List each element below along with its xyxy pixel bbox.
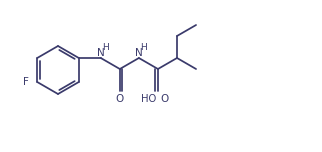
Text: H: H <box>102 43 109 52</box>
Text: O: O <box>116 93 124 104</box>
Text: N: N <box>135 47 143 57</box>
Text: O: O <box>161 93 169 104</box>
Text: N: N <box>97 47 105 57</box>
Text: HO: HO <box>141 93 156 104</box>
Text: H: H <box>140 43 147 52</box>
Text: F: F <box>23 77 29 87</box>
